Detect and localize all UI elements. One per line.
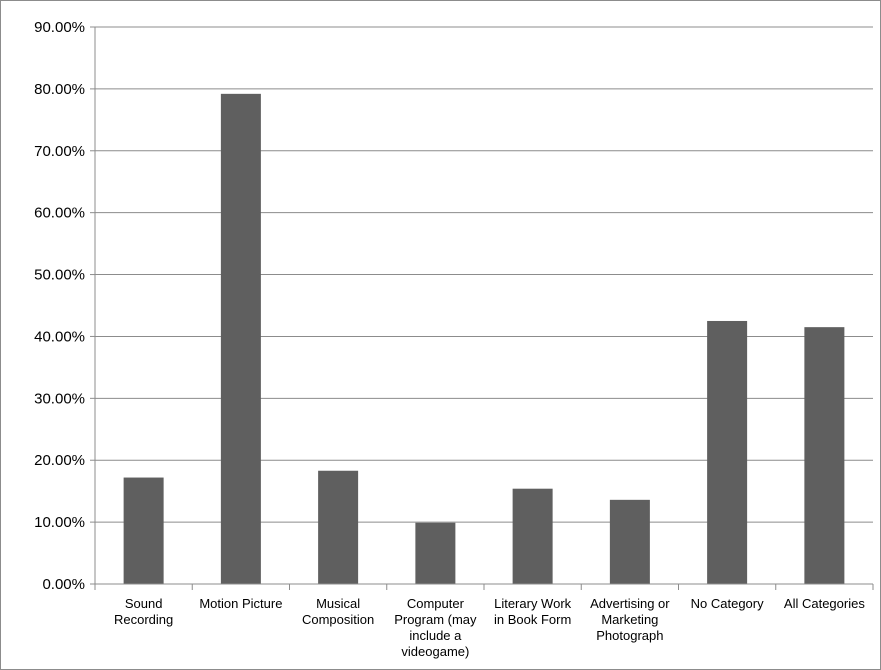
y-tick-label: 20.00% (34, 452, 85, 469)
x-category-label-line: Program (may (394, 612, 477, 627)
x-category-label-line: Computer (407, 596, 465, 611)
x-category-label: All Categories (784, 596, 865, 611)
y-tick-label: 90.00% (34, 19, 85, 36)
x-category-label: Advertising or Marketing Photograph (590, 596, 670, 643)
x-category-label: Computer Program (may include a videogame) (394, 596, 477, 659)
y-tick-label: 30.00% (34, 390, 85, 407)
x-category-label-line: Marketing (601, 612, 658, 627)
y-tick-label: 40.00% (34, 328, 85, 345)
x-category-label-line: Motion Picture (199, 596, 282, 611)
x-category-label-line: Advertising or (590, 596, 670, 611)
bar (123, 477, 164, 584)
y-tick-label: 0.00% (42, 576, 85, 593)
y-tick-label: 80.00% (34, 81, 85, 98)
y-tick-label: 10.00% (34, 514, 85, 531)
x-category-label-line: include a (409, 628, 462, 643)
x-category-label: No Category (691, 596, 764, 611)
x-category-label-line: Composition (302, 612, 374, 627)
x-category-label-line: Photograph (596, 628, 663, 643)
x-category-label-line: Sound (125, 596, 163, 611)
x-category-label-line: No Category (691, 596, 764, 611)
x-category-label: Sound Recording (114, 596, 173, 627)
y-tick-label: 50.00% (34, 267, 85, 284)
y-tick-label: 60.00% (34, 205, 85, 222)
bar (707, 320, 748, 584)
x-category-label: Musical Composition (302, 596, 374, 627)
x-category-label-line: All Categories (784, 596, 865, 611)
bar (415, 522, 456, 584)
bar (804, 327, 845, 584)
x-category-label: Literary Work in Book Form (494, 596, 572, 627)
bar (512, 488, 553, 584)
y-tick-label: 70.00% (34, 143, 85, 160)
x-category-label-line: in Book Form (494, 612, 571, 627)
x-category-label: Motion Picture (199, 596, 282, 611)
bar (609, 499, 650, 584)
x-category-label-line: videogame) (401, 644, 469, 659)
x-category-label-line: Literary Work (494, 596, 572, 611)
bar (220, 93, 261, 584)
x-category-label-line: Musical (316, 596, 360, 611)
bar (318, 470, 359, 584)
x-category-label-line: Recording (114, 612, 173, 627)
